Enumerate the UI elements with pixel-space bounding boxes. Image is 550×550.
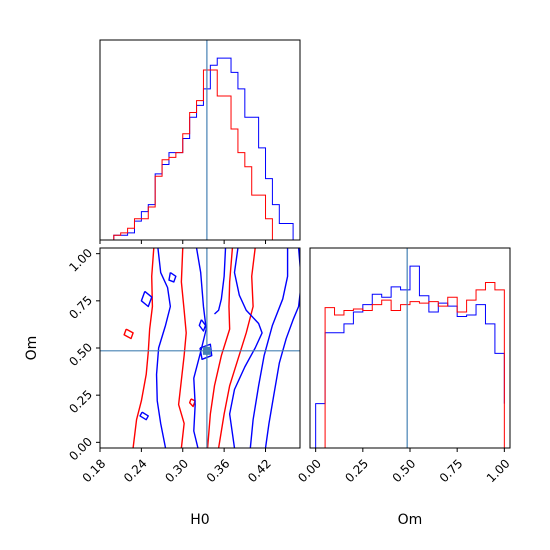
y-tick-label-0: 0.00 (66, 435, 95, 464)
histogram-series-1 (113, 69, 300, 241)
contour-series-0-line-3 (217, 248, 256, 448)
panel-hist-Om: 0.00 0.25 0.50 0.75 1.00 Om (295, 247, 513, 528)
truth-marker (202, 346, 211, 355)
x-axis-label: H0 (190, 512, 209, 528)
contour-series-0-line-1 (177, 248, 187, 448)
x-tick-label-0: 0.18 (80, 456, 109, 485)
x-tick-label-1: 0.24 (121, 456, 150, 485)
panel-hist-H0 (99, 39, 301, 244)
y-tick-label-2: 0.50 (66, 340, 95, 369)
contour-series-0-line-2 (206, 248, 234, 448)
contour-series-1-line-6 (168, 271, 177, 283)
x-tick-label-1: 0.25 (342, 456, 371, 485)
histogram-series-0 (315, 265, 505, 448)
contour-series-1-line-5 (140, 290, 153, 308)
contour-series-0-line-4 (123, 328, 134, 340)
contour-series-1-line-0 (155, 248, 172, 448)
panel-contour-Om-vs-H0: 0.18 0.24 0.30 0.36 0.42 0.00 0.25 0.50 0.75 1.00… (24, 246, 301, 528)
x-tick-label-0: 0.00 (295, 456, 324, 485)
contour-series-1-line-2 (228, 248, 263, 448)
y-tick-label-3: 0.75 (66, 293, 95, 322)
contour-series-1-line-4 (264, 248, 300, 448)
x-tick-label-4: 0.42 (245, 456, 274, 485)
x-tick-label-3: 0.75 (437, 456, 466, 485)
x-tick-label-4: 1.00 (484, 456, 513, 485)
contour-series-0-line-0 (132, 248, 155, 448)
y-tick-label-1: 0.25 (66, 387, 95, 416)
contour-series-1-line-9 (139, 411, 149, 421)
x-tick-label-3: 0.36 (204, 456, 233, 485)
contour-series-1-line-7 (198, 319, 207, 332)
contour-series-0-line-5 (188, 398, 196, 408)
y-axis-label: Om (24, 336, 40, 361)
x-tick-label-2: 0.50 (390, 456, 419, 485)
x-axis-label: Om (398, 512, 423, 528)
contour-series-1-line-10 (214, 248, 227, 315)
axes-frame (99, 39, 301, 241)
x-tick-label-2: 0.30 (162, 456, 191, 485)
histogram-series-1 (315, 281, 505, 449)
contour-series-1-line-3 (249, 248, 289, 448)
y-tick-label-4: 1.00 (66, 246, 95, 275)
